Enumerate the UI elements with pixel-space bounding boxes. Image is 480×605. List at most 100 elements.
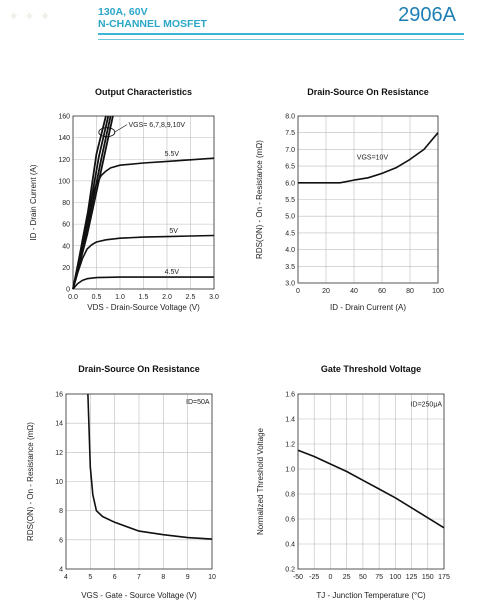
x-tick-label: 150 xyxy=(422,574,434,581)
device-rating: 130A, 60V xyxy=(98,6,148,18)
y-tick-label: 10 xyxy=(55,479,63,486)
y-tick-label: 0.4 xyxy=(285,542,295,549)
y-tick-label: 6.5 xyxy=(285,164,295,171)
series-line xyxy=(87,393,213,540)
x-tick-label: 10 xyxy=(208,574,216,581)
y-tick-label: 100 xyxy=(58,178,70,185)
annotation-leader xyxy=(114,124,128,133)
y-axis-label: RDS(ON) - On - Resistance (mΩ) xyxy=(26,422,35,541)
device-type: N-CHANNEL MOSFET xyxy=(98,18,207,30)
y-tick-label: 1.4 xyxy=(285,417,295,424)
y-tick-label: 3.0 xyxy=(285,281,295,288)
x-tick-label: 6 xyxy=(113,574,117,581)
y-tick-label: 0.6 xyxy=(285,517,295,524)
logo-watermark: ✦ ✦ ✦ xyxy=(8,8,51,24)
header-rule-thin xyxy=(98,39,464,40)
x-tick-label: 25 xyxy=(343,574,351,581)
x-tick-label: 3.0 xyxy=(209,294,219,301)
y-tick-label: 8 xyxy=(59,508,63,515)
y-tick-label: 20 xyxy=(62,265,70,272)
part-number: 2906A xyxy=(398,4,456,26)
y-tick-label: 5.0 xyxy=(285,214,295,221)
x-axis-label: ID - Drain Current (A) xyxy=(330,303,406,312)
y-tick-label: 4 xyxy=(59,567,63,574)
x-tick-label: 0 xyxy=(328,574,332,581)
x-tick-label: 9 xyxy=(186,574,190,581)
x-tick-label: 100 xyxy=(389,574,401,581)
x-tick-label: -25 xyxy=(309,574,319,581)
device-spec: 130A, 60V N-CHANNEL MOSFET xyxy=(98,6,207,30)
y-tick-label: 0 xyxy=(66,287,70,294)
annotation-label: 5.5V xyxy=(165,151,180,158)
y-tick-label: 1.6 xyxy=(285,392,295,399)
x-tick-label: 60 xyxy=(378,288,386,295)
y-tick-label: 60 xyxy=(62,222,70,229)
y-axis-label: Normalized Threshold Voltage xyxy=(256,427,265,535)
y-tick-label: 4.0 xyxy=(285,247,295,254)
x-tick-label: 2.5 xyxy=(186,294,196,301)
x-tick-label: 1.5 xyxy=(139,294,149,301)
x-tick-label: 0 xyxy=(296,288,300,295)
y-tick-label: 40 xyxy=(62,243,70,250)
annotation-label: ID=50A xyxy=(186,399,210,406)
series-line xyxy=(72,157,215,290)
chart-title: Drain-Source On Resistance xyxy=(78,364,200,374)
y-tick-label: 12 xyxy=(55,450,63,457)
x-tick-label: 4 xyxy=(64,574,68,581)
y-tick-label: 1.0 xyxy=(285,467,295,474)
x-tick-label: 0.0 xyxy=(68,294,78,301)
x-tick-label: 7 xyxy=(137,574,141,581)
x-tick-label: 2.0 xyxy=(162,294,172,301)
chart-title: Drain-Source On Resistance xyxy=(307,87,429,97)
series-line xyxy=(72,276,214,290)
y-tick-label: 16 xyxy=(55,392,63,399)
x-tick-label: 40 xyxy=(350,288,358,295)
x-axis-label: VGS - Gate - Source Voltage (V) xyxy=(81,591,197,600)
y-tick-label: 8.0 xyxy=(285,114,295,121)
y-tick-label: 1.2 xyxy=(285,442,295,449)
y-tick-label: 14 xyxy=(55,421,63,428)
series-line xyxy=(72,115,110,290)
x-tick-label: 0.5 xyxy=(92,294,102,301)
y-tick-label: 7.5 xyxy=(285,130,295,137)
x-tick-label: 175 xyxy=(438,574,450,581)
x-tick-label: 1.0 xyxy=(115,294,125,301)
series-line xyxy=(72,234,215,290)
series-line xyxy=(298,132,439,184)
curve-group-marker xyxy=(98,127,116,138)
y-axis-label: ID - Drain Current (A) xyxy=(29,164,38,240)
chart-title: Gate Threshold Voltage xyxy=(321,364,421,374)
y-tick-label: 3.5 xyxy=(285,264,295,271)
x-tick-label: 50 xyxy=(359,574,367,581)
y-tick-label: 0.8 xyxy=(285,492,295,499)
y-tick-label: 6.0 xyxy=(285,180,295,187)
y-tick-label: 4.5 xyxy=(285,230,295,237)
annotation-label: ID=250μA xyxy=(411,402,443,409)
y-axis-label: RDS(ON) - On - Resistance (mΩ) xyxy=(255,140,264,259)
y-tick-label: 160 xyxy=(58,114,70,121)
x-tick-label: 8 xyxy=(161,574,165,581)
y-tick-label: 80 xyxy=(62,200,70,207)
series-line xyxy=(297,449,445,529)
y-tick-label: 5.5 xyxy=(285,197,295,204)
x-tick-label: 20 xyxy=(322,288,330,295)
x-tick-label: 5 xyxy=(88,574,92,581)
header-rule xyxy=(98,33,464,35)
x-tick-label: 80 xyxy=(406,288,414,295)
x-tick-label: 125 xyxy=(406,574,418,581)
x-tick-label: -50 xyxy=(293,574,303,581)
y-tick-label: 120 xyxy=(58,157,70,164)
series-line xyxy=(72,115,114,290)
y-tick-label: 0.2 xyxy=(285,567,295,574)
plot-frame xyxy=(297,115,439,284)
annotation-label: VGS= 6,7,8,9,10V xyxy=(128,122,185,129)
y-tick-label: 7.0 xyxy=(285,147,295,154)
series-line xyxy=(72,115,107,290)
x-tick-label: 75 xyxy=(375,574,383,581)
